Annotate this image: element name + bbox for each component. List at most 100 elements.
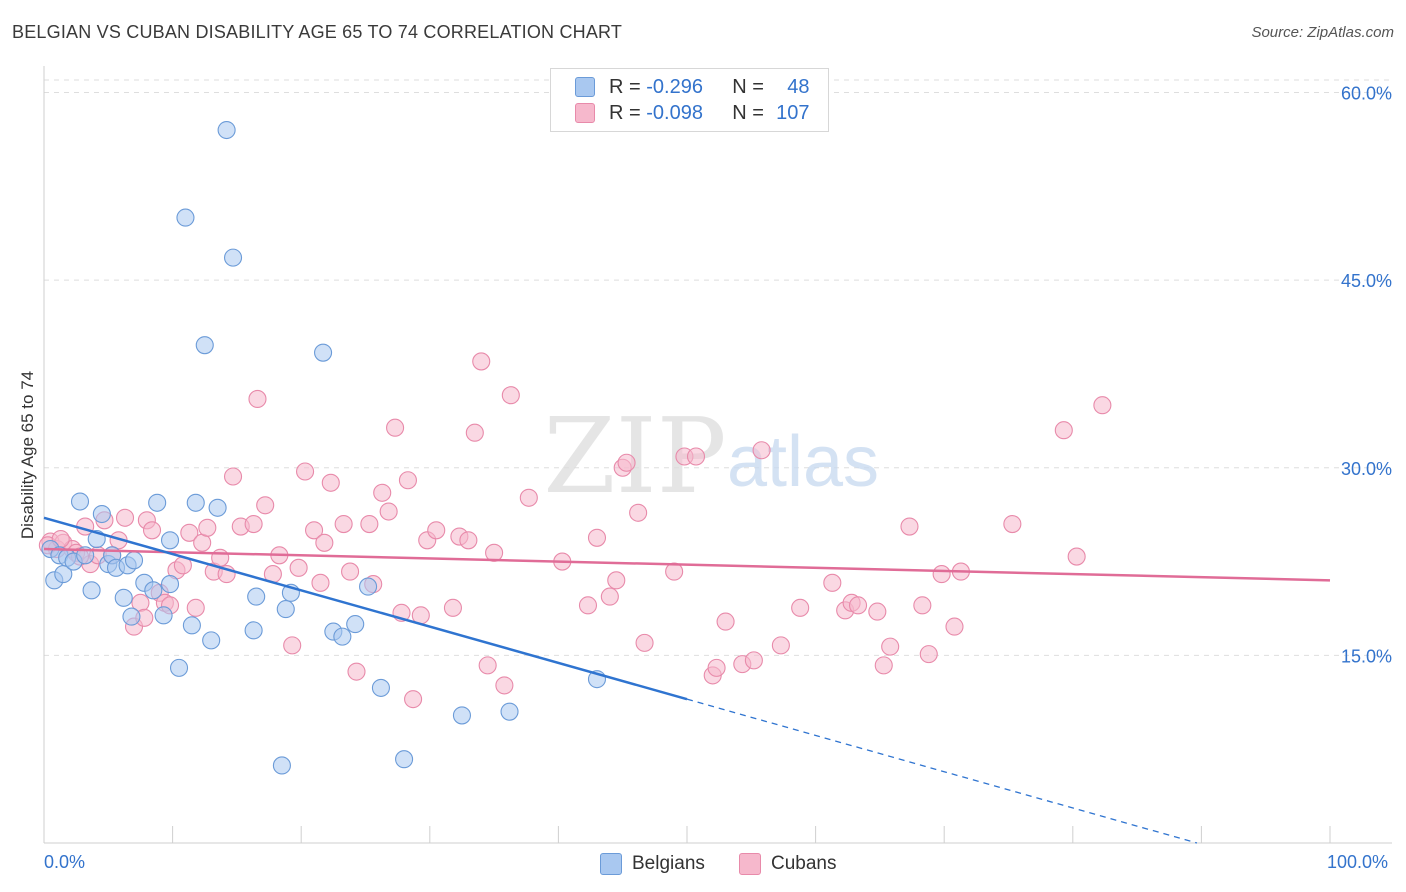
y-tick-label: 15.0% xyxy=(1341,646,1392,666)
cuban-legend-swatch xyxy=(739,853,761,875)
cuban-point xyxy=(211,548,230,567)
belgian-point xyxy=(333,627,352,646)
belgian-points xyxy=(41,120,607,775)
cuban-point xyxy=(945,617,964,636)
belgian-point xyxy=(500,702,519,721)
n-value: 107 xyxy=(776,101,810,124)
belgian-point xyxy=(359,577,378,596)
cuban-point xyxy=(311,573,330,592)
trend-lines xyxy=(43,516,1331,844)
cuban-point xyxy=(485,543,504,562)
n-label: N = xyxy=(732,101,764,124)
cuban-point xyxy=(379,502,398,521)
belgian-point xyxy=(182,616,201,635)
cuban-point xyxy=(665,562,684,581)
y-tick-label: 60.0% xyxy=(1341,84,1392,104)
cuban-point xyxy=(115,508,135,527)
cuban-point xyxy=(347,662,366,681)
belgian-point xyxy=(272,756,291,775)
n-label: N = xyxy=(732,75,764,98)
legend-item-cubans: Cubans xyxy=(739,852,837,876)
cuban-point xyxy=(198,518,217,537)
cuban-point xyxy=(629,503,648,522)
cuban-point xyxy=(341,562,360,581)
cuban-point xyxy=(744,651,763,670)
belgian-point xyxy=(124,551,144,570)
cuban-point xyxy=(932,565,951,584)
cuban-point xyxy=(600,587,619,606)
cuban-point xyxy=(881,637,900,656)
belgian-point xyxy=(247,587,266,606)
cuban-point xyxy=(465,423,484,442)
cuban-point xyxy=(607,571,626,590)
cuban-point xyxy=(1093,396,1112,415)
grid-lines xyxy=(44,79,1392,656)
cuban-point xyxy=(296,462,315,481)
cuban-point xyxy=(334,514,353,534)
belgian-point xyxy=(122,607,141,626)
belgian-point xyxy=(144,581,163,600)
cuban-point xyxy=(617,453,636,472)
cuban-point xyxy=(1003,514,1022,534)
cuban-point xyxy=(495,676,514,695)
cuban-point xyxy=(305,521,324,540)
cuban-point xyxy=(398,471,417,490)
belgian-point xyxy=(208,498,227,517)
belgian-point xyxy=(114,588,133,607)
belgian-point xyxy=(346,615,365,634)
y-tick-label: 30.0% xyxy=(1341,459,1392,479)
legend-row-belgians: R = -0.296 N = 48 xyxy=(575,75,810,99)
cuban-point xyxy=(716,612,735,631)
x-tick-label-max: 100.0% xyxy=(1327,852,1389,872)
belgian-point xyxy=(160,575,180,594)
watermark: ZIP atlas xyxy=(543,395,879,517)
cuban-point xyxy=(256,496,275,515)
cuban-point xyxy=(578,596,598,615)
cuban-point xyxy=(874,656,893,675)
legend-row-cubans: R = -0.098 N = 107 xyxy=(575,101,810,125)
cuban-point xyxy=(472,352,491,371)
belgian-point xyxy=(371,678,390,697)
belgian-point xyxy=(244,621,263,640)
cuban-point xyxy=(244,514,263,534)
cuban-point xyxy=(868,602,887,621)
cuban-point xyxy=(478,656,497,675)
cuban-point xyxy=(519,488,538,507)
belgian-point xyxy=(276,600,295,619)
belgian-swatch xyxy=(575,77,595,97)
belgian-trend-extension xyxy=(686,698,1198,844)
cubans-label: Cubans xyxy=(771,853,837,874)
belgian-point xyxy=(452,706,472,725)
cuban-point xyxy=(321,473,340,492)
cuban-point xyxy=(315,533,334,552)
r-value: -0.098 xyxy=(646,101,703,124)
belgian-point xyxy=(70,492,90,511)
cuban-point xyxy=(360,514,379,534)
cuban-point xyxy=(587,528,607,547)
r-value: -0.296 xyxy=(646,75,703,98)
cuban-point xyxy=(373,483,392,502)
y-tick-label: 45.0% xyxy=(1341,271,1392,291)
cuban-point xyxy=(386,418,405,437)
belgian-point xyxy=(314,343,333,362)
chart-title: BELGIAN VS CUBAN DISABILITY AGE 65 TO 74… xyxy=(12,22,623,42)
r-label: R = xyxy=(609,101,641,124)
cuban-point xyxy=(900,517,919,536)
cuban-point xyxy=(707,658,726,677)
belgian-point xyxy=(395,750,414,769)
cuban-point xyxy=(142,521,162,540)
belgian-point xyxy=(176,208,195,227)
cuban-point xyxy=(1067,547,1086,566)
cuban-point xyxy=(1054,421,1073,440)
belgian-point xyxy=(202,631,221,650)
cuban-point xyxy=(404,690,423,709)
cuban-point xyxy=(823,573,842,592)
belgian-point xyxy=(217,120,236,140)
cuban-point xyxy=(919,645,938,664)
x-tick-label-min: 0.0% xyxy=(44,852,86,872)
cuban-point xyxy=(913,596,932,615)
source-label: Source: ZipAtlas.com xyxy=(1251,24,1394,41)
cuban-point xyxy=(427,521,446,540)
cuban-point xyxy=(752,441,771,460)
